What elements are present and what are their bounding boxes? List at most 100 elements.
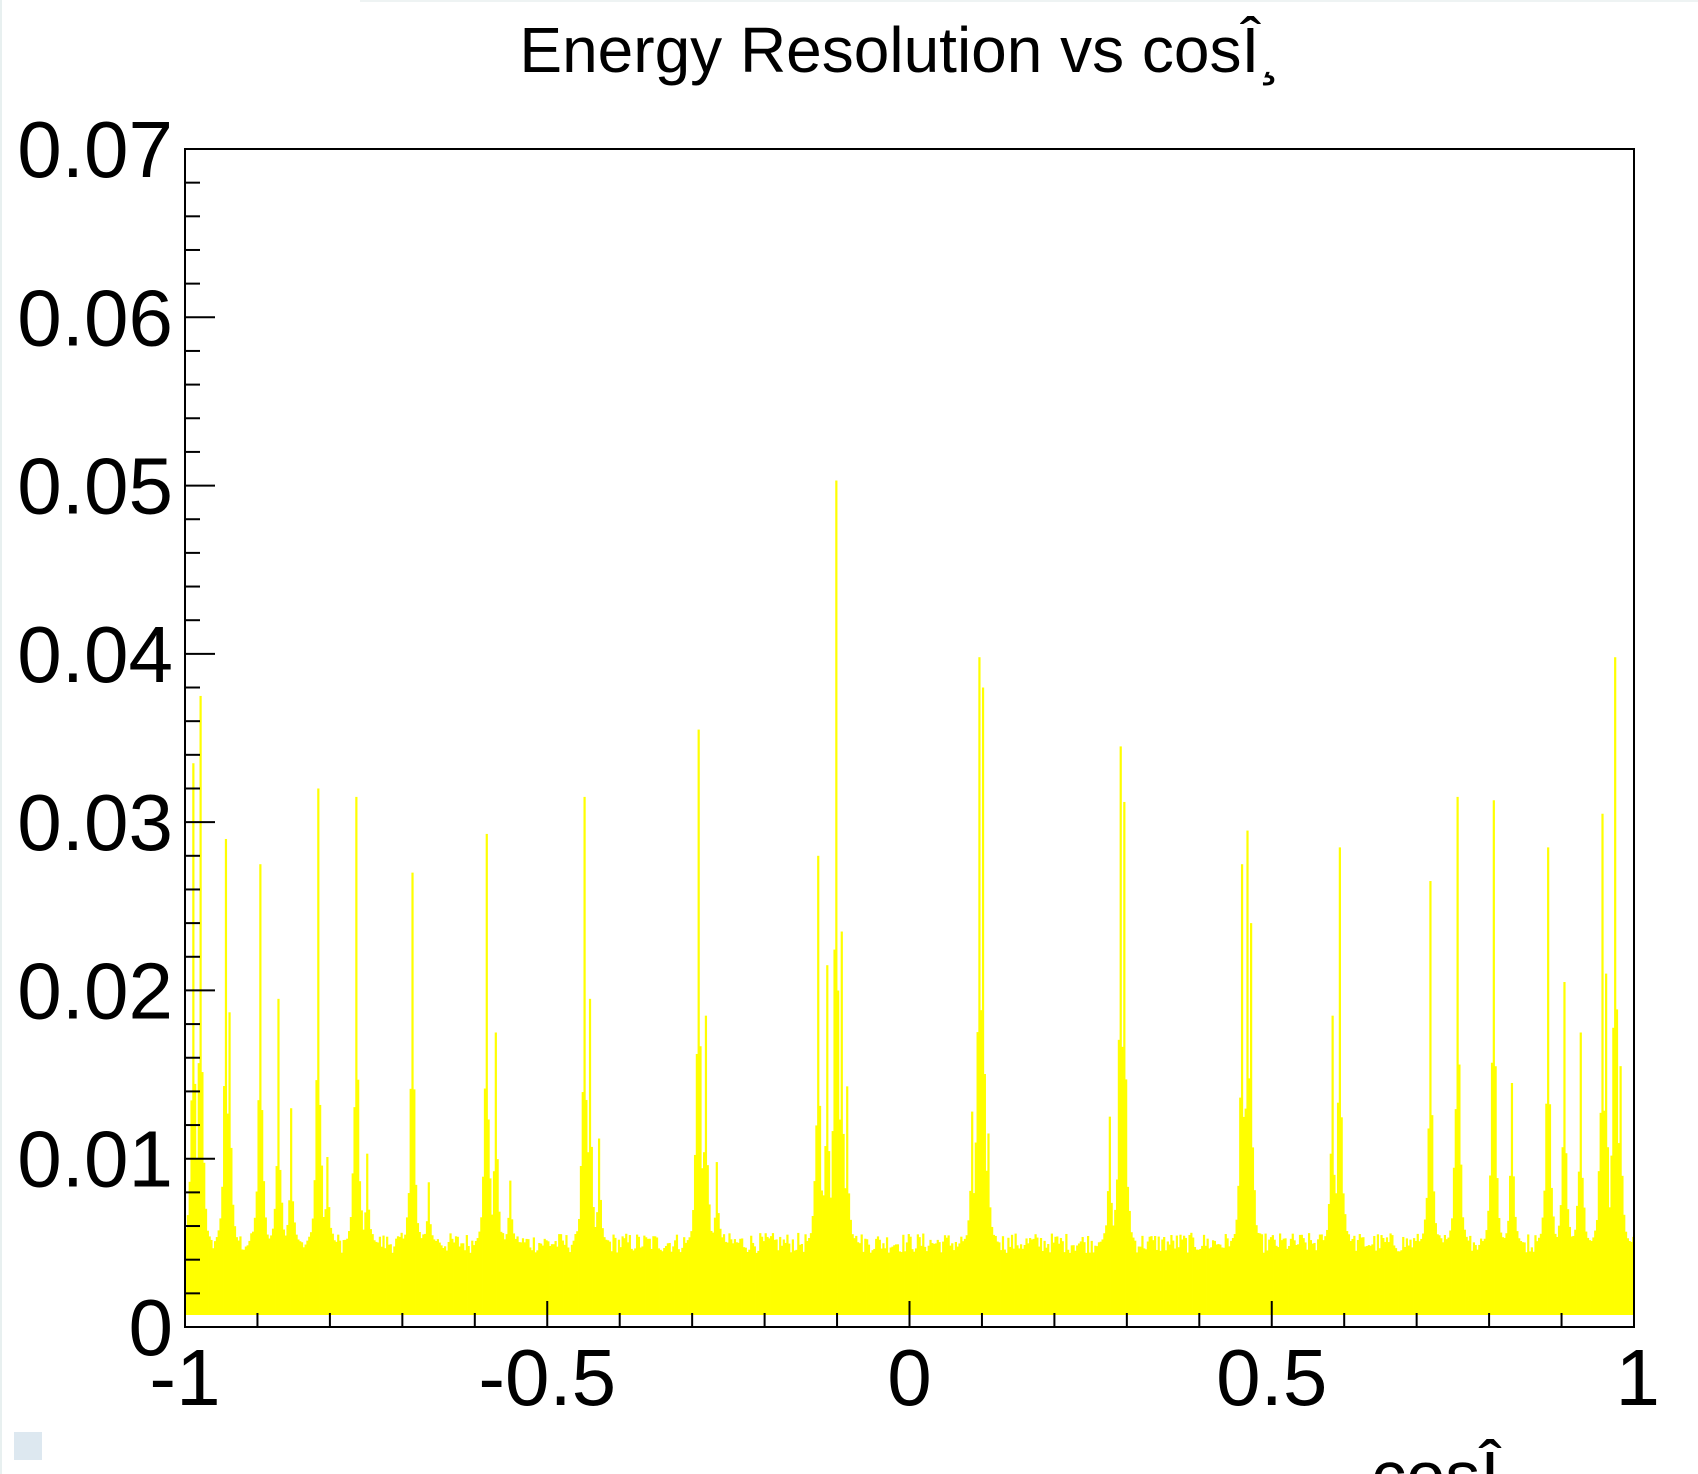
histogram-bar — [764, 1233, 767, 1315]
histogram-bar — [1219, 1244, 1222, 1315]
histogram-bar — [985, 1170, 988, 1315]
histogram-bar — [1557, 1225, 1561, 1315]
histogram-bar — [692, 1210, 695, 1315]
histogram-bar — [371, 1234, 374, 1315]
histogram-bar — [768, 1238, 771, 1315]
histogram-bar — [782, 1239, 785, 1315]
histogram-bar — [424, 1233, 427, 1315]
histogram-bar — [1458, 1064, 1461, 1315]
histogram-bar — [375, 1241, 378, 1315]
axes: 0 0.01 0.02 0.03 0.04 0.05 0.06 0.07 -1 -0.5 0 0.5 1 — [17, 105, 1660, 1422]
histogram-bar — [693, 1154, 697, 1315]
histogram-bar — [791, 1239, 794, 1315]
histogram-bar — [1222, 1247, 1226, 1315]
histogram-bar — [1344, 1214, 1347, 1315]
histogram-bar — [1228, 1246, 1231, 1315]
histogram-bar — [1154, 1236, 1157, 1315]
histogram-bar — [851, 1234, 854, 1315]
histogram-bar — [1038, 1246, 1041, 1315]
histogram-bar — [376, 1242, 380, 1315]
histogram-bar — [1108, 1116, 1111, 1315]
histogram-bar — [742, 1247, 746, 1315]
histogram-bar — [978, 657, 981, 1315]
histogram-bar — [813, 1181, 816, 1315]
histogram-bar — [534, 1252, 537, 1315]
y-tick-label: 0.06 — [17, 273, 173, 362]
histogram-bar — [1387, 1242, 1390, 1315]
histogram-bar — [480, 1217, 483, 1315]
histogram-bar — [489, 1178, 492, 1315]
histogram-bar — [192, 763, 195, 1315]
histogram-bar — [1411, 1247, 1414, 1315]
histogram-bar — [681, 1247, 684, 1315]
histogram-bar — [384, 1248, 387, 1315]
histogram-bar — [784, 1242, 787, 1315]
histogram-bar — [1603, 1110, 1606, 1315]
histogram-bar — [1554, 1233, 1557, 1315]
histogram-bar — [349, 1217, 353, 1315]
histogram-bar — [451, 1238, 454, 1315]
histogram-bar — [492, 1171, 496, 1315]
histogram-bar — [1405, 1238, 1408, 1315]
histogram-bar — [1451, 1218, 1454, 1315]
histogram-bar — [1331, 1015, 1334, 1315]
histogram-bar — [1211, 1240, 1215, 1315]
histogram-bar — [478, 1231, 481, 1315]
histogram-bar — [824, 1146, 827, 1315]
histogram-bar — [721, 1237, 724, 1315]
histogram-bar — [1624, 1231, 1628, 1315]
histogram-bar — [440, 1245, 443, 1315]
histogram-bar — [1193, 1246, 1197, 1315]
histogram-bar — [1530, 1247, 1533, 1315]
histogram-bars — [185, 480, 1635, 1315]
histogram-bar — [962, 1241, 965, 1315]
histogram-bar — [1302, 1238, 1305, 1315]
histogram-bar — [317, 788, 320, 1315]
histogram-bar — [353, 1107, 356, 1315]
histogram-bar — [266, 1234, 269, 1315]
histogram-bar — [429, 1224, 432, 1315]
histogram-bar — [1536, 1241, 1539, 1315]
histogram-bar — [905, 1242, 909, 1315]
histogram-bar — [842, 1133, 845, 1315]
histogram-bar — [248, 1240, 251, 1315]
histogram-bar — [934, 1243, 938, 1315]
histogram-bar — [244, 1246, 247, 1315]
histogram-bar — [319, 1104, 322, 1315]
histogram-bar — [241, 1249, 244, 1315]
histogram-bar — [498, 1211, 501, 1315]
histogram-bar — [684, 1242, 688, 1315]
histogram-bar — [494, 1032, 497, 1315]
histogram-bar — [882, 1243, 885, 1315]
histogram-bar — [538, 1242, 541, 1315]
histogram-bar — [1291, 1233, 1294, 1315]
histogram-bar — [230, 1147, 233, 1315]
histogram-bar — [1103, 1233, 1106, 1315]
histogram-bar — [1594, 1230, 1597, 1315]
histogram-bar — [1262, 1252, 1265, 1315]
histogram-bar — [1007, 1237, 1010, 1315]
histogram-bar — [568, 1252, 572, 1315]
histogram-bar — [1556, 1236, 1559, 1315]
histogram-bar — [1534, 1235, 1537, 1315]
histogram-bar — [1269, 1237, 1273, 1315]
x-tick-label: 0.5 — [1216, 1333, 1327, 1422]
histogram-bar — [1257, 1232, 1260, 1315]
histogram-bar — [561, 1240, 564, 1315]
histogram-bar — [1088, 1252, 1092, 1315]
histogram-bar — [893, 1245, 896, 1315]
histogram-bar — [402, 1238, 405, 1315]
histogram-bar — [1000, 1250, 1003, 1315]
histogram-bar — [1239, 1097, 1242, 1315]
histogram-bar — [1141, 1235, 1144, 1315]
histogram-bar — [1481, 1241, 1485, 1315]
histogram-bar — [1208, 1248, 1211, 1315]
histogram-bar — [505, 1234, 508, 1315]
histogram-bar — [1425, 1197, 1428, 1315]
histogram-bar — [1043, 1240, 1046, 1315]
histogram-bar — [1402, 1236, 1405, 1315]
histogram-bar — [221, 1186, 224, 1315]
histogram-bar — [844, 1188, 847, 1315]
histogram-bar — [911, 1249, 914, 1315]
histogram-bar — [295, 1234, 298, 1315]
